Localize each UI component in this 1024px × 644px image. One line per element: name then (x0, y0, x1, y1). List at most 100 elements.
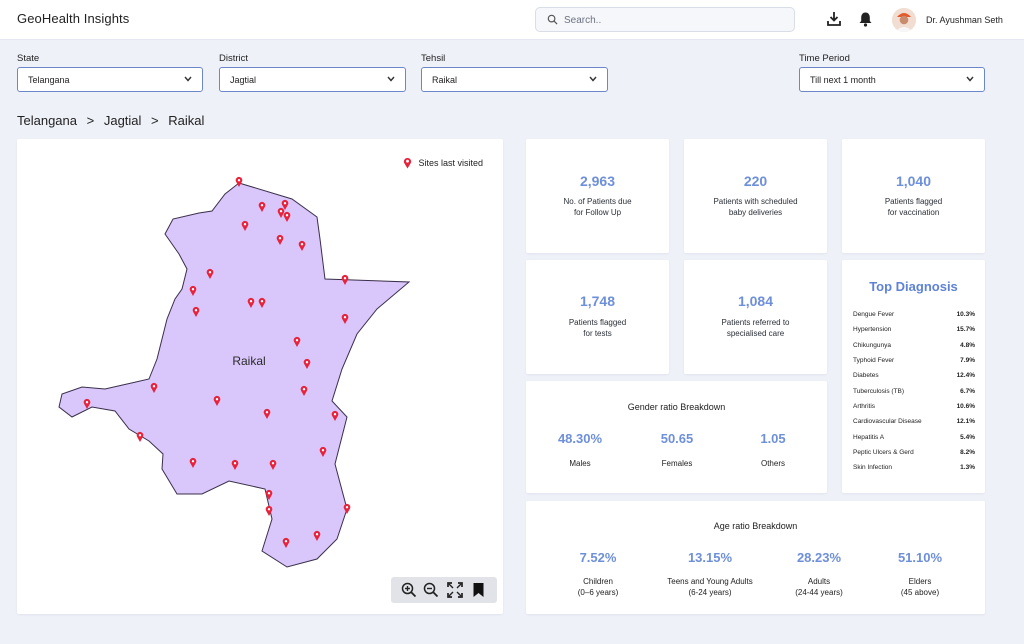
follow-up-card[interactable]: 2,963 No. of Patients due for Follow Up (526, 139, 669, 253)
site-marker-icon[interactable] (281, 199, 289, 210)
site-marker-icon[interactable] (189, 457, 197, 468)
district-select[interactable]: Jagtial (219, 67, 406, 92)
site-marker-icon[interactable] (231, 459, 239, 470)
site-marker-icon[interactable] (263, 408, 271, 419)
diagnosis-row: Diabetes 12.4% (853, 372, 975, 379)
breadcrumb: Telangana > Jagtial > Raikal (17, 113, 210, 128)
chevron-down-icon (184, 76, 192, 82)
site-marker-icon[interactable] (276, 234, 284, 245)
marker-dot (283, 202, 287, 205)
site-marker-icon[interactable] (213, 395, 221, 406)
referred-value: 1,084 (737, 293, 774, 309)
age-label: Adults (24-44 years) (769, 576, 869, 598)
site-marker-icon[interactable] (319, 446, 327, 457)
marker-dot (208, 271, 212, 274)
tehsil-select[interactable]: Raikal (421, 67, 608, 92)
diagnosis-name: Peptic Ulcers & Gerd (853, 449, 914, 456)
marker-pin (269, 459, 277, 470)
marker-dot (267, 508, 271, 511)
zoom-in-icon[interactable] (401, 582, 417, 598)
site-marker-icon[interactable] (265, 505, 273, 516)
diagnosis-name: Chikungunya (853, 342, 891, 349)
notification-bell-icon[interactable] (858, 11, 873, 27)
download-icon[interactable] (826, 11, 842, 27)
breadcrumb-item-district[interactable]: Jagtial (103, 113, 142, 128)
diagnosis-row: Typhoid Fever 7.9% (853, 357, 975, 364)
state-select[interactable]: Telangana (17, 67, 203, 92)
site-marker-icon[interactable] (269, 459, 277, 470)
site-marker-icon[interactable] (343, 503, 351, 514)
site-marker-icon[interactable] (83, 398, 91, 409)
zoom-out-icon[interactable] (423, 582, 439, 598)
age-label-line2: (45 above) (900, 588, 940, 597)
raikal-region[interactable] (58, 182, 411, 568)
site-marker-icon[interactable] (303, 358, 311, 369)
gender-value: 48.30% (557, 431, 603, 446)
referred-card[interactable]: 1,084 Patients referred to specialised c… (684, 260, 827, 374)
site-marker-icon[interactable] (136, 431, 144, 442)
bookmark-icon[interactable] (472, 582, 485, 598)
site-marker-icon[interactable] (313, 530, 321, 541)
marker-pin (235, 176, 243, 187)
tests-card[interactable]: 1,748 Patients flagged for tests (526, 260, 669, 374)
site-marker-icon[interactable] (298, 240, 306, 251)
marker-pin (343, 503, 351, 514)
gender-label: Females (661, 459, 693, 468)
tests-label-line1: Patients flagged (568, 318, 627, 327)
marker-dot (285, 214, 289, 217)
site-marker-icon[interactable] (241, 220, 249, 231)
site-marker-icon[interactable] (235, 176, 243, 187)
site-marker-icon[interactable] (341, 274, 349, 285)
site-marker-icon[interactable] (189, 285, 197, 296)
age-ratio-title: Age ratio Breakdown (713, 521, 798, 531)
marker-pin (189, 457, 197, 468)
vaccination-card[interactable]: 1,040 Patients flagged for vaccination (842, 139, 985, 253)
diagnosis-row: Tuberculosis (TB) 6.7% (853, 388, 975, 395)
marker-pin (283, 211, 291, 222)
gender-ratio-card: Gender ratio Breakdown 48.30% Males 50.6… (526, 381, 827, 493)
site-marker-icon[interactable] (206, 268, 214, 279)
diagnosis-row: Chikungunya 4.8% (853, 342, 975, 349)
site-marker-icon[interactable] (192, 306, 200, 317)
age-value: 28.23% (796, 550, 842, 565)
follow-up-label: No. of Patients due for Follow Up (536, 196, 659, 218)
gender-stat-others: 1.05 Others (733, 431, 813, 469)
map-canvas[interactable]: Raikal (17, 139, 503, 614)
marker-pin (341, 313, 349, 324)
marker-dot (260, 300, 264, 303)
referred-label-line1: Patients referred to (721, 318, 790, 327)
breadcrumb-item-state[interactable]: Telangana (17, 113, 77, 128)
map-pin-icon (404, 157, 412, 169)
deliveries-card[interactable]: 220 Patients with scheduled baby deliver… (684, 139, 827, 253)
avatar[interactable] (892, 8, 916, 32)
diagnosis-name: Tuberculosis (TB) (853, 388, 905, 395)
site-marker-icon[interactable] (341, 313, 349, 324)
site-marker-icon[interactable] (258, 201, 266, 212)
search-box[interactable] (535, 7, 795, 32)
marker-pin (282, 537, 290, 548)
time-period-select[interactable]: Till next 1 month (799, 67, 985, 92)
site-marker-icon[interactable] (258, 297, 266, 308)
diagnosis-percent: 4.8% (960, 342, 975, 349)
age-value: 51.10% (897, 550, 943, 565)
fullscreen-icon[interactable] (447, 582, 463, 598)
map-toolbar (391, 577, 497, 603)
site-marker-icon[interactable] (150, 382, 158, 393)
diagnosis-row: Hypertension 15.7% (853, 326, 975, 333)
marker-pin (189, 285, 197, 296)
site-marker-icon[interactable] (293, 336, 301, 347)
search-input[interactable] (564, 12, 784, 28)
diagnosis-name: Cardiovascular Disease (853, 418, 922, 425)
site-marker-icon[interactable] (247, 297, 255, 308)
site-marker-icon[interactable] (277, 207, 285, 218)
site-marker-icon[interactable] (331, 410, 339, 421)
marker-pin (263, 408, 271, 419)
site-marker-icon[interactable] (283, 211, 291, 222)
diagnosis-percent: 7.9% (960, 357, 975, 364)
tests-label-line2: for tests (583, 329, 612, 338)
site-marker-icon[interactable] (300, 385, 308, 396)
user-name[interactable]: Dr. Ayushman Seth (926, 15, 1003, 25)
site-marker-icon[interactable] (282, 537, 290, 548)
marker-pin (313, 530, 321, 541)
site-marker-icon[interactable] (265, 489, 273, 500)
